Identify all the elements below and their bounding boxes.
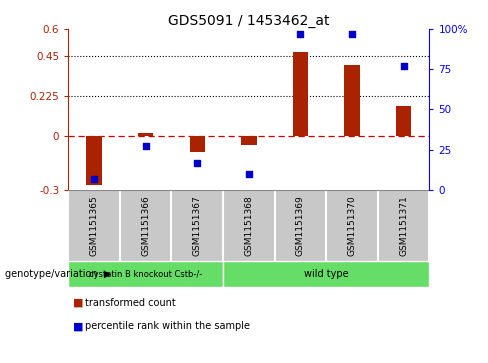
Text: GSM1151370: GSM1151370 <box>347 196 357 256</box>
Text: ■: ■ <box>73 321 84 331</box>
Point <box>142 143 150 149</box>
Text: GSM1151367: GSM1151367 <box>193 196 202 256</box>
Bar <box>396 106 411 136</box>
Text: GSM1151371: GSM1151371 <box>399 196 408 256</box>
Text: GSM1151365: GSM1151365 <box>90 196 99 256</box>
Point <box>90 176 98 182</box>
Text: genotype/variation  ▶: genotype/variation ▶ <box>5 269 111 279</box>
Point <box>400 63 407 69</box>
Bar <box>293 52 308 136</box>
Title: GDS5091 / 1453462_at: GDS5091 / 1453462_at <box>168 14 329 28</box>
Text: cystatin B knockout Cstb-/-: cystatin B knockout Cstb-/- <box>89 270 203 278</box>
Text: GSM1151366: GSM1151366 <box>141 196 150 256</box>
Bar <box>345 65 360 136</box>
Text: percentile rank within the sample: percentile rank within the sample <box>85 321 250 331</box>
Bar <box>241 136 257 145</box>
Text: GSM1151368: GSM1151368 <box>244 196 253 256</box>
Point <box>193 160 201 166</box>
Point <box>245 171 253 177</box>
Text: wild type: wild type <box>304 269 348 279</box>
Text: transformed count: transformed count <box>85 298 176 308</box>
Bar <box>138 133 153 136</box>
Text: ■: ■ <box>73 298 84 308</box>
Bar <box>86 136 102 184</box>
Point <box>297 31 305 37</box>
Point <box>348 31 356 37</box>
Bar <box>189 136 205 152</box>
Text: GSM1151369: GSM1151369 <box>296 196 305 256</box>
